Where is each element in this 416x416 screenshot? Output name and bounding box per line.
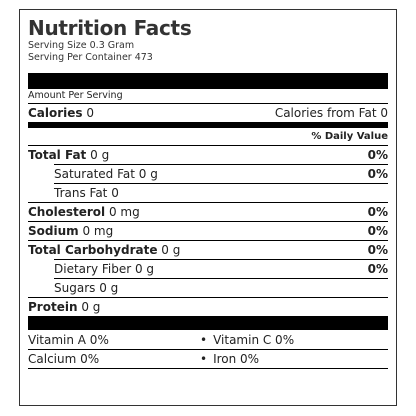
calories-row: Calories 0 Calories from Fat 0 [28, 104, 388, 122]
nutrient-pct: 0% [367, 262, 388, 276]
divider [28, 103, 388, 104]
iron: Iron 0% [213, 352, 260, 366]
nutrient-amount: 0 g [81, 300, 101, 314]
nutrient-row-saturated-fat: Saturated Fat 0 g 0% [54, 164, 388, 183]
nutrient-row-trans-fat: Trans Fat 0 [54, 183, 388, 202]
calcium: Calcium 0% [28, 352, 100, 366]
vitamin-c: Vitamin C 0% [213, 332, 295, 347]
nutrient-pct: 0% [367, 224, 388, 238]
bottom-rule [28, 368, 388, 369]
nutrient-amount: 0 g [90, 148, 110, 162]
nutrient-row-dietary-fiber: Dietary Fiber 0 g 0% [54, 259, 388, 278]
nutrient-pct: 0% [367, 167, 388, 181]
nutrient-row-sugars: Sugars 0 g [54, 278, 388, 297]
bullet: • [200, 332, 208, 347]
nutrient-label: Trans Fat 0 [54, 186, 119, 200]
nutrient-cell: Total Carbohydrate 0 g [28, 243, 180, 257]
thick-divider [28, 73, 388, 89]
heavy-divider [28, 316, 388, 330]
vitamin-c-cell: • Vitamin C 0% [200, 333, 388, 347]
daily-value-header: % Daily Value [311, 131, 388, 142]
vitamin-row: Vitamin A 0% • Vitamin C 0% [28, 330, 388, 349]
nutrient-cell: Total Fat 0 g [28, 148, 109, 162]
vitamin-a: Vitamin A 0% [28, 332, 109, 347]
nutrient-label: Cholesterol [28, 205, 106, 219]
amount-per-serving: Amount Per Serving [28, 90, 123, 101]
nutrient-amount: 0 mg [82, 224, 114, 238]
nutrient-label: Total Fat [28, 148, 87, 162]
nutrient-pct: 0% [367, 148, 388, 162]
nutrient-label: Sodium [28, 224, 79, 238]
mid-divider [28, 122, 388, 128]
nutrient-label: Protein [28, 300, 78, 314]
bullet: • [200, 352, 208, 366]
nutrient-label: Sugars 0 g [54, 281, 119, 295]
nutrient-label: Total Carbohydrate [28, 243, 158, 257]
nutrient-row-protein: Protein 0 g [28, 297, 388, 316]
nutrient-cell: Cholesterol 0 mg [28, 205, 140, 219]
nutrient-amount: 0 g [161, 243, 181, 257]
nutrient-row-total-fat: Total Fat 0 g 0% [28, 145, 388, 164]
nutrient-label: Saturated Fat 0 g [54, 167, 158, 181]
nutrition-title: Nutrition Facts [28, 16, 192, 40]
nutrient-amount: 0 mg [108, 205, 140, 219]
nutrient-cell: Protein 0 g [28, 300, 100, 314]
nutrient-label: Dietary Fiber 0 g [54, 262, 155, 276]
nutrient-pct: 0% [367, 205, 388, 219]
nutrient-row-cholesterol: Cholesterol 0 mg 0% [28, 202, 388, 221]
servings-per-container: Serving Per Container 473 [28, 52, 153, 63]
iron-cell: • Iron 0% [200, 352, 388, 366]
serving-size: Serving Size 0.3 Gram [28, 40, 135, 51]
calories-value: 0 [86, 106, 95, 120]
calories-label: Calories [28, 106, 83, 120]
nutrient-pct: 0% [367, 243, 388, 257]
nutrient-cell: Sodium 0 mg [28, 224, 113, 238]
calories-cell: Calories 0 [28, 106, 94, 120]
nutrition-label: Nutrition Facts Serving Size 0.3 Gram Se… [19, 9, 397, 406]
mineral-row: Calcium 0% • Iron 0% [28, 349, 388, 368]
calories-from-fat: Calories from Fat 0 [274, 106, 388, 120]
nutrient-row-total-carbohydrate: Total Carbohydrate 0 g 0% [28, 240, 388, 259]
nutrient-row-sodium: Sodium 0 mg 0% [28, 221, 388, 240]
